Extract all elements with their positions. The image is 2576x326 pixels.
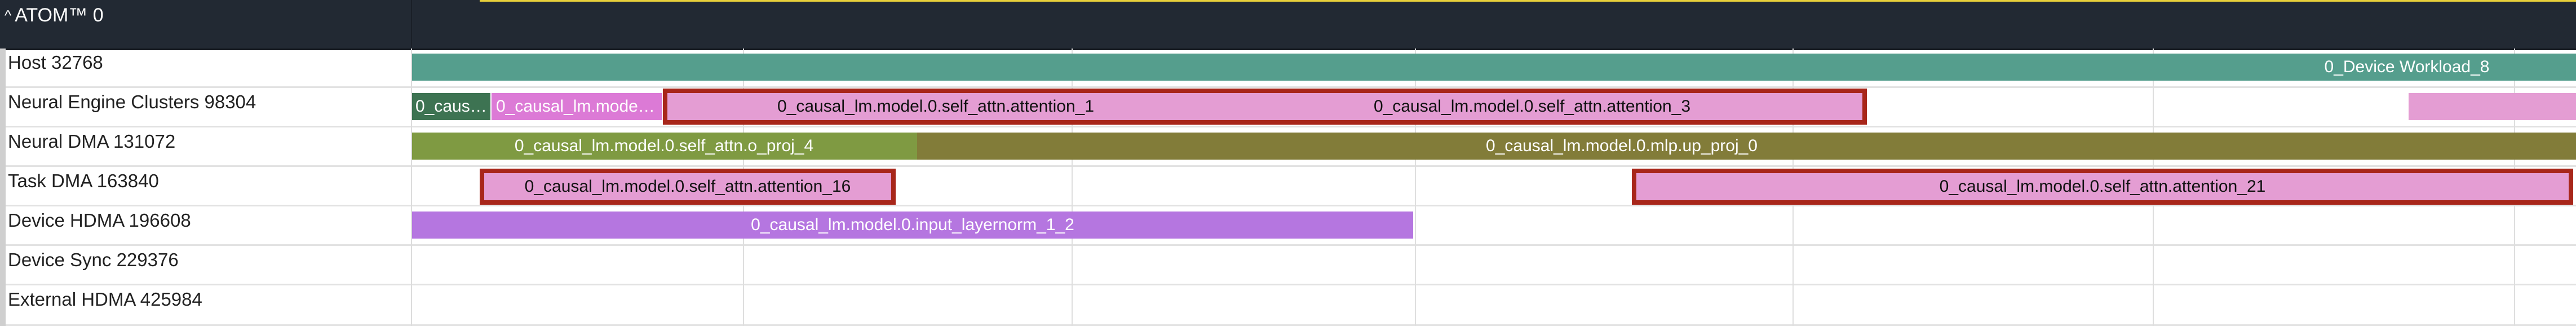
- event-label: 0_causal_lm.model.0.self_attn.attention_…: [524, 177, 851, 196]
- process-header[interactable]: ^ ATOM™ 0: [0, 0, 2576, 50]
- event-tdma-attention-21[interactable]: 0_causal_lm.model.0.self_attn.attention_…: [1632, 169, 2573, 205]
- event-ne-attention-1[interactable]: 0_causal_lm.model.0.self_attn.attention_…: [664, 93, 1207, 120]
- process-title-text: ATOM™ 0: [15, 5, 104, 26]
- event-label: 0_causal_lm.model.0.self_attn.attention_…: [1373, 97, 1691, 116]
- event-ne-model[interactable]: 0_causal_lm.mode…: [492, 93, 662, 120]
- event-label: 0_causal_lm.model.0.self_attn.attention_…: [1939, 177, 2266, 196]
- chevron-up-icon[interactable]: ^: [5, 7, 12, 24]
- track-neural-engine: Neural Engine Clusters 98304: [6, 88, 2576, 127]
- event-label: 0_causal_lm.model.0.self_attn.attention_…: [777, 97, 1095, 116]
- track-label: Neural Engine Clusters 98304: [8, 91, 256, 112]
- selection-range-indicator: [480, 0, 2576, 2]
- track-device-sync: Device Sync 229376: [6, 246, 2576, 285]
- event-ne-attention-next[interactable]: [2409, 93, 2576, 120]
- event-ne-attention-3[interactable]: 0_causal_lm.model.0.self_attn.attention_…: [1207, 93, 1864, 120]
- event-hdma-layernorm[interactable]: 0_causal_lm.model.0.input_layernorm_1_2: [412, 212, 1413, 239]
- event-label: 0_causal_lm.model.0.mlp.up_proj_0: [1486, 136, 1758, 155]
- process-title[interactable]: ^ ATOM™ 0: [5, 5, 104, 27]
- track-neural-dma: Neural DMA 131072: [6, 127, 2576, 167]
- track-label: Neural DMA 131072: [8, 131, 176, 152]
- event-ne-caus[interactable]: 0_caus…: [412, 93, 490, 120]
- track-label: External HDMA 425984: [8, 289, 202, 310]
- track-label: Host 32768: [8, 52, 103, 73]
- event-ndma-o-proj[interactable]: 0_causal_lm.model.0.self_attn.o_proj_4: [412, 133, 917, 160]
- event-tdma-attention-16[interactable]: 0_causal_lm.model.0.self_attn.attention_…: [480, 169, 896, 205]
- header-divider: [411, 0, 412, 49]
- selection-outline: [663, 89, 1867, 125]
- track-group-bar: [0, 49, 6, 326]
- track-host: Host 32768: [6, 49, 2576, 88]
- track-label: Device HDMA 196608: [8, 210, 191, 231]
- track-task-dma: Task DMA 163840: [6, 167, 2576, 206]
- event-label: 0_causal_lm.model.0.input_layernorm_1_2: [751, 215, 1074, 234]
- track-external-hdma: External HDMA 425984: [6, 285, 2576, 326]
- track-device-hdma: Device HDMA 196608: [6, 206, 2576, 246]
- event-label: 0_causal_lm.mode…: [496, 97, 655, 116]
- event-label: 0_Device Workload_8: [2324, 58, 2490, 76]
- grid-line: [1072, 49, 1073, 326]
- event-ndma-up-proj[interactable]: 0_causal_lm.model.0.mlp.up_proj_0: [917, 133, 2576, 160]
- grid-line: [1415, 49, 1416, 326]
- event-label: 0_causal_lm.model.0.self_attn.o_proj_4: [514, 136, 814, 155]
- track-label: Task DMA 163840: [8, 170, 159, 191]
- event-device-workload[interactable]: 0_Device Workload_8: [412, 54, 2576, 81]
- track-label: Device Sync 229376: [8, 249, 179, 270]
- event-label: 0_caus…: [415, 97, 487, 116]
- label-column-divider: [411, 49, 412, 326]
